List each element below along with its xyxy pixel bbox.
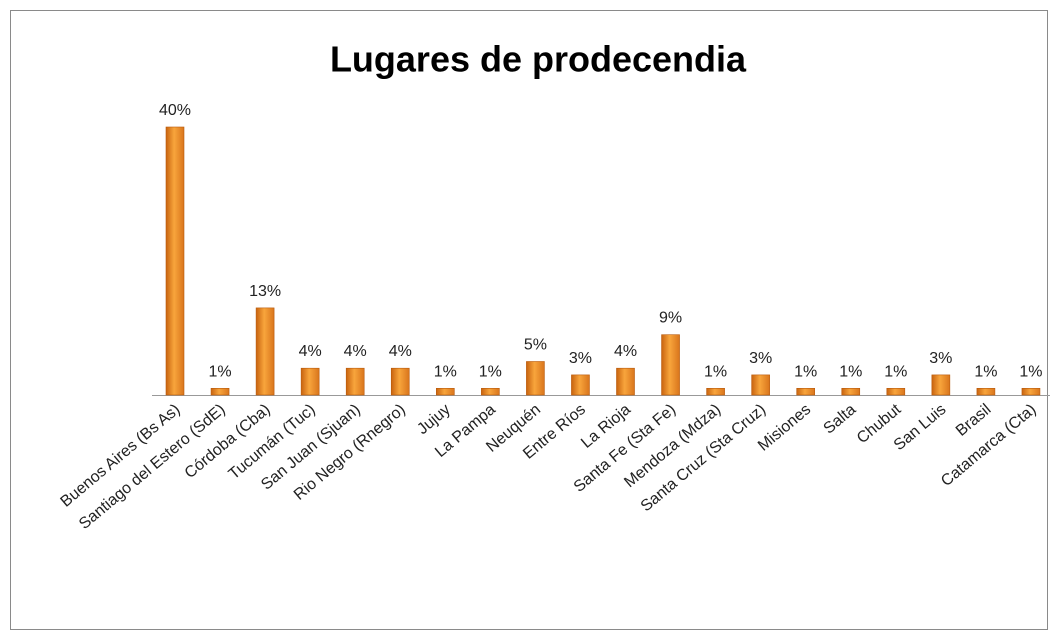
- data-label: 1%: [208, 363, 231, 380]
- bar: [886, 387, 906, 396]
- bar: [481, 387, 500, 396]
- data-label: 1%: [974, 363, 997, 380]
- data-label: 4%: [389, 343, 412, 360]
- chart-title: Lugares de prodecendia: [330, 39, 747, 80]
- data-label: 1%: [434, 363, 457, 380]
- bar: [435, 387, 455, 396]
- data-label: 1%: [1019, 363, 1042, 380]
- bar: [706, 387, 725, 396]
- bar: [526, 361, 545, 396]
- data-label: 40%: [159, 102, 191, 119]
- bar: [841, 387, 861, 396]
- data-label: 4%: [344, 343, 367, 360]
- bar: [616, 367, 635, 396]
- bar: [255, 307, 275, 396]
- data-label: 3%: [929, 350, 952, 367]
- bar: [165, 126, 185, 396]
- data-label: 1%: [794, 363, 817, 380]
- data-label: 1%: [839, 363, 862, 380]
- bar: [390, 367, 410, 396]
- data-label: 3%: [569, 350, 592, 367]
- bar: [571, 374, 590, 396]
- data-label: 4%: [614, 343, 637, 360]
- data-label: 1%: [704, 363, 727, 380]
- data-label: 3%: [749, 350, 772, 367]
- bar: [931, 374, 951, 396]
- data-label: 1%: [479, 363, 502, 380]
- bar: [1021, 387, 1041, 396]
- data-label: 13%: [249, 283, 281, 300]
- bar: [210, 387, 230, 396]
- bar: [976, 387, 996, 396]
- data-label: 5%: [524, 337, 547, 354]
- bar: [751, 374, 770, 396]
- bar: [300, 367, 320, 396]
- data-label: 9%: [659, 310, 682, 327]
- data-label: 1%: [884, 363, 907, 380]
- bar: [661, 334, 680, 396]
- data-label: 4%: [299, 343, 322, 360]
- bar: [796, 387, 816, 396]
- bar: [345, 367, 365, 396]
